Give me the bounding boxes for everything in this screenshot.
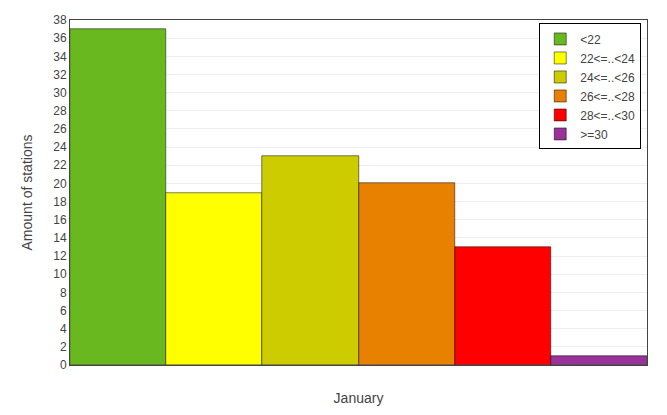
svg-text:0: 0 <box>60 358 67 372</box>
svg-text:22: 22 <box>53 158 67 172</box>
svg-text:January: January <box>334 390 384 406</box>
svg-text:10: 10 <box>53 267 67 281</box>
svg-text:18: 18 <box>53 195 67 209</box>
svg-text:6: 6 <box>60 304 67 318</box>
svg-text:32: 32 <box>53 68 67 82</box>
svg-text:28: 28 <box>53 104 67 118</box>
svg-text:2: 2 <box>60 340 67 354</box>
svg-text:34: 34 <box>53 50 67 64</box>
svg-text:28<=..<30: 28<=..<30 <box>580 109 635 123</box>
svg-text:4: 4 <box>60 322 67 336</box>
svg-text:30: 30 <box>53 86 67 100</box>
svg-text:Amount of stations: Amount of stations <box>19 135 35 251</box>
svg-text:38: 38 <box>53 13 67 27</box>
svg-text:36: 36 <box>53 31 67 45</box>
svg-text:12: 12 <box>53 249 67 263</box>
svg-text:20: 20 <box>53 177 67 191</box>
svg-text:26<=..<28: 26<=..<28 <box>580 90 635 104</box>
svg-text:24: 24 <box>53 140 67 154</box>
svg-text:26: 26 <box>53 122 67 136</box>
svg-text:>=30: >=30 <box>580 128 608 142</box>
svg-text:14: 14 <box>53 231 67 245</box>
svg-text:8: 8 <box>60 286 67 300</box>
svg-text:<22: <22 <box>580 33 601 47</box>
svg-text:16: 16 <box>53 213 67 227</box>
svg-text:24<=..<26: 24<=..<26 <box>580 71 635 85</box>
svg-text:22<=..<24: 22<=..<24 <box>580 52 635 66</box>
